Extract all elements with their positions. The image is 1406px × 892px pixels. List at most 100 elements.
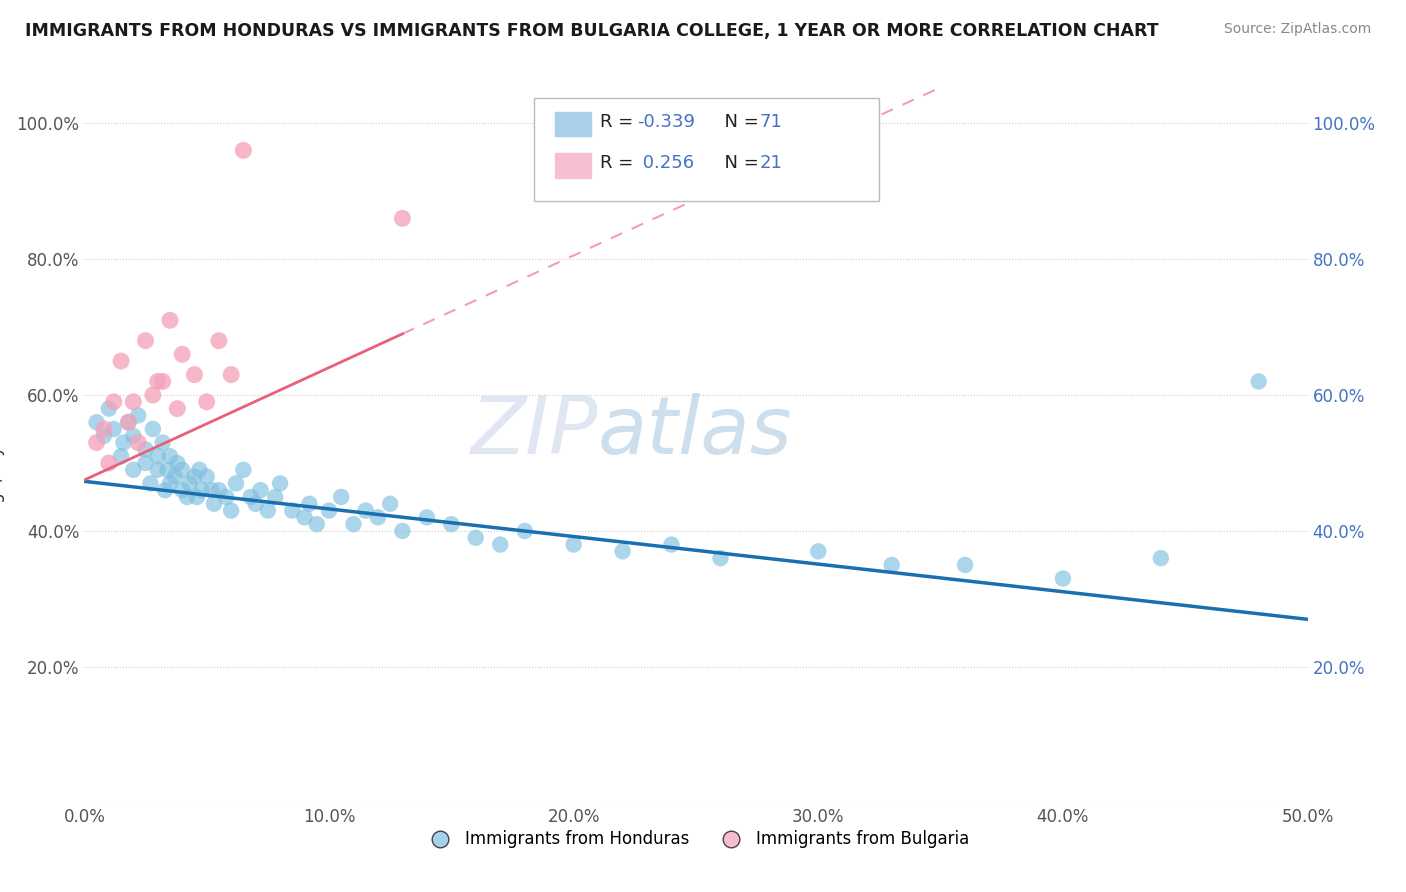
Point — [97, 456, 120, 470]
Point — [135, 334, 157, 348]
Point — [709, 551, 731, 566]
Point — [172, 483, 194, 498]
Point — [159, 476, 181, 491]
Point — [249, 483, 271, 498]
Point — [135, 442, 157, 457]
Text: 71: 71 — [759, 113, 782, 131]
Y-axis label: College, 1 year or more: College, 1 year or more — [0, 348, 6, 544]
Point — [156, 463, 179, 477]
Point — [195, 394, 218, 409]
Point — [127, 435, 149, 450]
Point — [122, 463, 145, 477]
Point — [215, 490, 238, 504]
Point — [225, 476, 247, 491]
Point — [117, 415, 139, 429]
Point — [391, 211, 413, 226]
Point — [342, 517, 364, 532]
Point — [489, 537, 512, 551]
Point — [440, 517, 463, 532]
Point — [202, 497, 225, 511]
Point — [142, 422, 165, 436]
Point — [153, 483, 176, 498]
Point — [264, 490, 287, 504]
Text: 0.256: 0.256 — [637, 154, 695, 172]
Point — [110, 354, 132, 368]
Point — [208, 334, 231, 348]
Point — [191, 483, 214, 498]
Point — [269, 476, 291, 491]
Point — [513, 524, 536, 538]
Point — [188, 463, 211, 477]
Point — [661, 537, 683, 551]
Text: R =: R = — [600, 154, 640, 172]
Point — [562, 537, 585, 551]
Point — [612, 544, 634, 558]
Point — [183, 469, 205, 483]
Point — [152, 375, 174, 389]
Point — [117, 415, 139, 429]
Point — [122, 429, 145, 443]
Point — [1247, 375, 1270, 389]
Point — [135, 456, 157, 470]
Point — [163, 469, 186, 483]
Text: Source: ZipAtlas.com: Source: ZipAtlas.com — [1223, 22, 1371, 37]
Text: N =: N = — [713, 154, 765, 172]
Legend: Immigrants from Honduras, Immigrants from Bulgaria: Immigrants from Honduras, Immigrants fro… — [416, 824, 976, 855]
Point — [103, 422, 125, 436]
Text: -0.339: -0.339 — [637, 113, 695, 131]
Point — [110, 449, 132, 463]
Point — [219, 368, 242, 382]
Point — [159, 313, 181, 327]
Point — [245, 497, 267, 511]
Text: atlas: atlas — [598, 392, 793, 471]
Point — [97, 401, 120, 416]
Point — [86, 435, 108, 450]
Point — [281, 503, 304, 517]
Point — [1052, 572, 1074, 586]
Point — [298, 497, 321, 511]
Point — [367, 510, 389, 524]
Point — [93, 422, 115, 436]
Point — [416, 510, 439, 524]
Point — [103, 394, 125, 409]
Point — [166, 456, 188, 470]
Point — [179, 476, 201, 491]
Point — [127, 409, 149, 423]
Point — [146, 449, 169, 463]
Point — [112, 435, 135, 450]
Point — [1150, 551, 1173, 566]
Point — [880, 558, 903, 572]
Point — [330, 490, 353, 504]
Point — [200, 483, 222, 498]
Point — [391, 524, 413, 538]
Point — [152, 435, 174, 450]
Text: R =: R = — [600, 113, 640, 131]
Point — [86, 415, 108, 429]
Point — [172, 463, 194, 477]
Point — [139, 476, 162, 491]
Point — [146, 463, 169, 477]
Point — [142, 388, 165, 402]
Point — [146, 375, 169, 389]
Point — [183, 368, 205, 382]
Point — [239, 490, 262, 504]
Point — [953, 558, 976, 572]
Point — [122, 394, 145, 409]
Point — [257, 503, 280, 517]
Text: N =: N = — [713, 113, 765, 131]
Point — [232, 463, 254, 477]
Point — [380, 497, 402, 511]
Point — [354, 503, 377, 517]
Point — [219, 503, 242, 517]
Point — [93, 429, 115, 443]
Point — [176, 490, 198, 504]
Point — [159, 449, 181, 463]
Point — [318, 503, 340, 517]
Point — [232, 144, 254, 158]
Point — [166, 401, 188, 416]
Point — [305, 517, 328, 532]
Point — [208, 483, 231, 498]
Point — [464, 531, 486, 545]
Text: ZIP: ZIP — [471, 392, 598, 471]
Point — [807, 544, 830, 558]
